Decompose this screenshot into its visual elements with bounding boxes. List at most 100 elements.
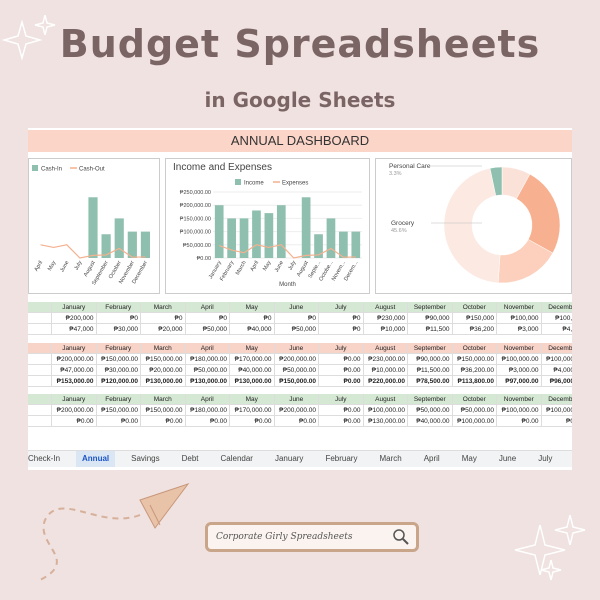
- table-cell: ₱96,000.00: [541, 376, 572, 387]
- table-cell: ₱0.00: [230, 416, 275, 427]
- table-cell: ₱0: [230, 313, 275, 324]
- pie-label: Personal Care: [389, 163, 431, 170]
- table-cell: ₱50,000.00: [408, 405, 453, 416]
- x-tick-label: July: [287, 260, 297, 272]
- table-cell: ₱0.00: [319, 354, 364, 365]
- table-header-cell: September: [408, 394, 453, 405]
- table-cell: ₱11,500: [408, 324, 453, 335]
- table-cell: ₱50,000.00: [452, 405, 497, 416]
- bar: [314, 234, 323, 258]
- sheet-tab[interactable]: Calendar: [220, 454, 253, 463]
- y-tick-label: ₱250,000.00: [180, 190, 211, 196]
- table-header-cell: November: [497, 343, 542, 354]
- table-row-label: [28, 324, 52, 335]
- table-header-cell: November: [497, 302, 542, 313]
- table-cell: ₱200,000.00: [52, 354, 97, 365]
- table-cell: ₱78,500.00: [408, 376, 453, 387]
- sheet-tab[interactable]: March: [379, 454, 402, 463]
- table-cell: ₱200,000.00: [52, 405, 97, 416]
- table-cell: ₱130,000.00: [230, 376, 275, 387]
- table-header-cell: May: [230, 302, 275, 313]
- pie-label: Grocery: [391, 220, 415, 227]
- bar: [227, 218, 236, 258]
- table-cell: ₱50,000.00: [274, 365, 319, 376]
- search-icon: [393, 529, 409, 545]
- table-cell: ₱47,000.00: [52, 365, 97, 376]
- sheet-tab[interactable]: Savings: [131, 454, 160, 463]
- table-cell: ₱40,000: [230, 324, 275, 335]
- table-corner: [28, 343, 52, 354]
- sheet-tab[interactable]: Annual: [76, 451, 116, 467]
- table-cell: ₱100,000.00: [497, 405, 542, 416]
- table-header-cell: June: [274, 302, 319, 313]
- sheet-tab[interactable]: Debt: [181, 454, 199, 463]
- line: [40, 244, 146, 259]
- table-cell: ₱130,000.00: [141, 376, 186, 387]
- table-header-cell: January: [52, 343, 97, 354]
- line: [219, 244, 356, 259]
- sheet-tab[interactable]: June: [498, 454, 517, 463]
- legend-swatch: [235, 179, 241, 185]
- table-cell: ₱200,000.00: [274, 354, 319, 365]
- table-cell: ₱0.00: [274, 416, 319, 427]
- sheet-tab[interactable]: Check-In: [28, 454, 61, 463]
- table-cell: ₱100,000.00: [541, 405, 572, 416]
- table-cell: ₱36,200: [452, 324, 497, 335]
- table-cell: ₱170,000.00: [230, 354, 275, 365]
- table-header-cell: October: [452, 343, 497, 354]
- sheet-tab[interactable]: January: [274, 454, 304, 463]
- sheet-tab[interactable]: May: [461, 454, 477, 463]
- table-cell: ₱90,000: [408, 313, 453, 324]
- table-cell: ₱150,000.00: [274, 376, 319, 387]
- table-cell: ₱220,000.00: [363, 376, 408, 387]
- table-cell: ₱100,000.00: [541, 354, 572, 365]
- table-header-cell: February: [96, 302, 141, 313]
- table-cell: ₱200,000.00: [274, 405, 319, 416]
- sheet-tab[interactable]: February: [325, 454, 358, 463]
- table-header-cell: June: [274, 394, 319, 405]
- table-cell: ₱0: [96, 313, 141, 324]
- legend-label: Cash-Out: [79, 167, 105, 173]
- table-header-cell: February: [96, 394, 141, 405]
- table-header-cell: February: [96, 343, 141, 354]
- sheet-tab[interactable]: Augu: [568, 451, 572, 467]
- table-cell: ₱180,000.00: [185, 354, 230, 365]
- table-cell: ₱150,000.00: [452, 354, 497, 365]
- table-header-cell: March: [141, 394, 186, 405]
- table-cell: ₱230,000.00: [363, 354, 408, 365]
- title: Budget Spreadsheets: [59, 22, 541, 66]
- sheet-tab[interactable]: July: [538, 454, 553, 463]
- table-cell: ₱113,800.00: [452, 376, 497, 387]
- table-cell: ₱11,500.00: [408, 365, 453, 376]
- table-header-cell: April: [185, 302, 230, 313]
- bar: [239, 218, 249, 258]
- sheet-tab[interactable]: April: [423, 454, 440, 463]
- table-cell: ₱0.00: [96, 416, 141, 427]
- table-cell: ₱50,000: [274, 324, 319, 335]
- y-tick-label: ₱200,000.00: [180, 203, 211, 209]
- table-cell: ₱4,000: [541, 324, 572, 335]
- x-tick-label: June: [59, 260, 70, 273]
- table-cell: ₱200,000: [52, 313, 97, 324]
- table-cell: ₱0.00: [141, 416, 186, 427]
- dashboard-title: ANNUAL DASHBOARD: [28, 130, 572, 152]
- table-cell: ₱150,000.00: [96, 405, 141, 416]
- table-header-cell: August: [363, 394, 408, 405]
- y-tick-label: ₱150,000.00: [180, 216, 211, 222]
- table-header-cell: May: [230, 343, 275, 354]
- x-tick-label: June: [274, 260, 285, 273]
- bar: [301, 197, 311, 258]
- table-header-cell: September: [408, 302, 453, 313]
- bar: [264, 213, 274, 258]
- sheet-tabs: Check-In Annual Savings Debt Calendar January…: [28, 450, 572, 467]
- table-cell: ₱153,000.00: [52, 376, 97, 387]
- table-cell: ₱0: [319, 313, 364, 324]
- table-cell: ₱0.00: [319, 365, 364, 376]
- table-row-label: [28, 354, 52, 365]
- x-tick-label: May: [47, 260, 58, 272]
- table-header-cell: April: [185, 394, 230, 405]
- table-header-cell: July: [319, 302, 364, 313]
- spreadsheet-screenshot: ANNUAL DASHBOARD Cash-In Cash-Out April May…: [28, 128, 572, 470]
